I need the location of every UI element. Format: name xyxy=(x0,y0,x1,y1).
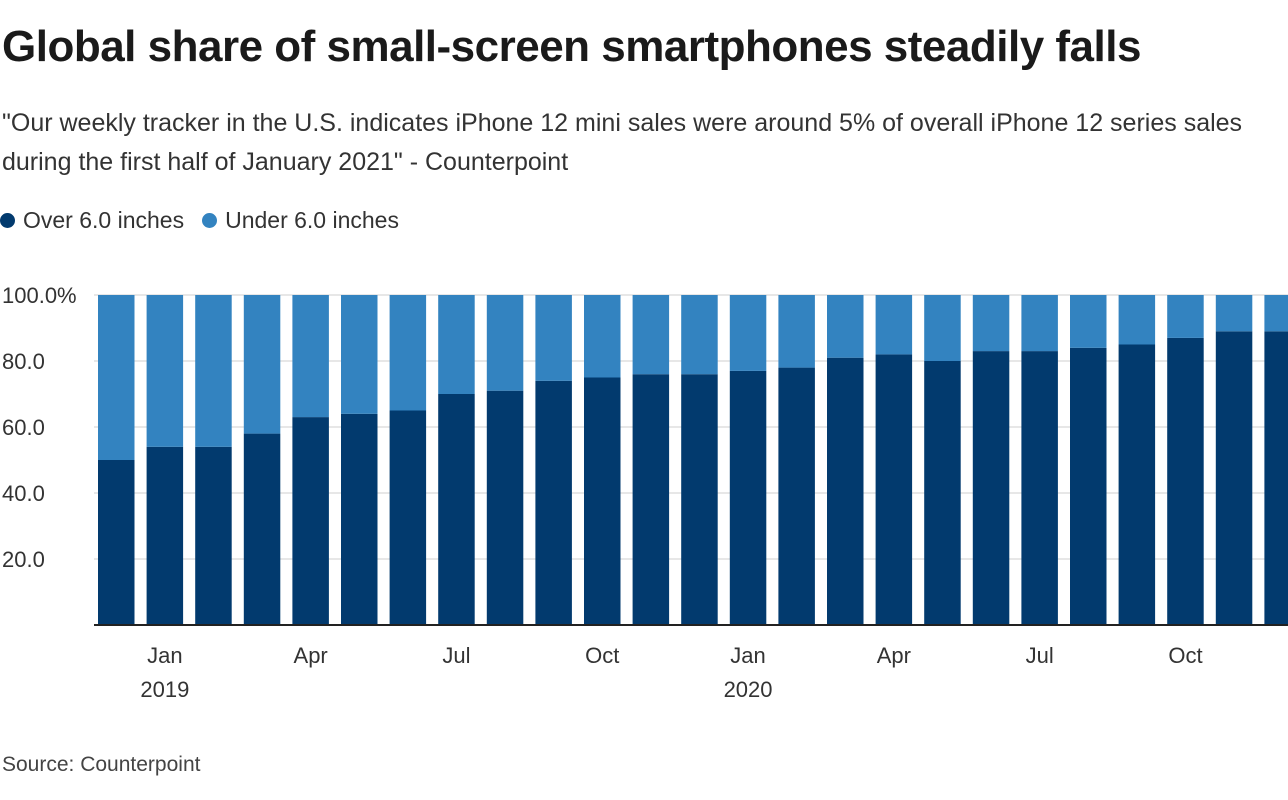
bar-over-6-14 xyxy=(778,367,815,625)
bar-under-6-23 xyxy=(1215,295,1253,332)
bar-under-6-3 xyxy=(243,295,281,434)
bar-over-6-4 xyxy=(292,417,329,625)
bar-over-6-12 xyxy=(681,374,718,625)
bar-over-6-6 xyxy=(389,410,427,625)
y-tick-label-0: 20.0 xyxy=(2,547,45,572)
bar-under-6-12 xyxy=(681,295,718,375)
x-tick-label-0: Jan xyxy=(147,643,182,668)
x-tick-label-2: Jul xyxy=(442,643,470,668)
bar-over-6-21 xyxy=(1118,344,1156,625)
y-tick-label-4: 100.0% xyxy=(2,283,77,308)
bar-over-6-10 xyxy=(584,377,621,625)
legend: Over 6.0 inches Under 6.0 inches xyxy=(0,207,417,234)
bar-over-6-15 xyxy=(827,357,864,625)
bar-under-6-5 xyxy=(341,295,378,414)
bar-under-6-20 xyxy=(1070,295,1107,348)
bar-under-6-19 xyxy=(1021,295,1058,352)
x-tick-year-0: 2019 xyxy=(140,677,189,702)
legend-label-under-6: Under 6.0 inches xyxy=(225,207,399,233)
bar-under-6-7 xyxy=(438,295,475,394)
bar-over-6-16 xyxy=(875,354,913,625)
bar-under-6-22 xyxy=(1167,295,1204,338)
legend-label-over-6: Over 6.0 inches xyxy=(23,207,185,233)
bar-under-6-6 xyxy=(389,295,427,411)
bar-over-6-11 xyxy=(632,374,670,625)
bar-under-6-14 xyxy=(778,295,815,368)
x-tick-label-4: Jan xyxy=(730,643,765,668)
bar-over-6-18 xyxy=(972,351,1010,625)
bar-over-6-22 xyxy=(1167,337,1204,625)
bar-under-6-2 xyxy=(195,295,232,447)
y-tick-label-1: 40.0 xyxy=(2,481,45,506)
y-tick-label-3: 80.0 xyxy=(2,349,45,374)
legend-swatch-under-6 xyxy=(202,213,218,228)
bar-under-6-18 xyxy=(972,295,1010,352)
bar-under-6-9 xyxy=(535,295,572,381)
bar-over-6-3 xyxy=(243,433,281,625)
bar-under-6-10 xyxy=(584,295,621,378)
bar-over-6-9 xyxy=(535,380,572,625)
x-tick-label-6: Jul xyxy=(1026,643,1054,668)
bar-under-6-8 xyxy=(486,295,524,391)
source-note: Source: Counterpoint xyxy=(2,753,201,776)
x-tick-label-3: Oct xyxy=(585,643,619,668)
legend-item-over-6: Over 6.0 inches xyxy=(0,207,184,234)
bar-over-6-8 xyxy=(486,390,524,625)
bar-under-6-17 xyxy=(924,295,961,361)
chart-title: Global share of small-screen smartphones… xyxy=(2,22,1141,71)
bar-over-6-5 xyxy=(341,413,378,625)
bar-under-6-16 xyxy=(875,295,913,355)
stacked-bar-chart: 20.0 40.0 60.0 80.0 100.0% Jan 2019 Apr Jul Oct Ja… xyxy=(2,283,1288,702)
bar-over-6-24 xyxy=(1264,331,1288,625)
x-tick-label-7: Oct xyxy=(1168,643,1202,668)
bar-over-6-7 xyxy=(438,394,475,625)
bar-over-6-13 xyxy=(729,370,767,625)
bar-over-6-19 xyxy=(1021,351,1058,625)
x-tick-year-4: 2020 xyxy=(724,677,773,702)
y-tick-label-2: 60.0 xyxy=(2,415,45,440)
bar-under-6-1 xyxy=(146,295,184,447)
bar-over-6-23 xyxy=(1215,331,1253,625)
chart-subtitle: "Our weekly tracker in the U.S. indicate… xyxy=(2,109,1243,176)
bar-under-6-15 xyxy=(827,295,864,358)
bar-under-6-11 xyxy=(632,295,670,375)
bar-over-6-20 xyxy=(1070,347,1107,625)
bar-under-6-4 xyxy=(292,295,329,418)
legend-item-under-6: Under 6.0 inches xyxy=(202,207,399,234)
x-tick-label-1: Apr xyxy=(294,643,328,668)
bar-over-6-2 xyxy=(195,446,232,625)
bar-under-6-21 xyxy=(1118,295,1156,345)
bar-under-6-0 xyxy=(98,295,135,460)
bar-under-6-13 xyxy=(729,295,767,371)
legend-swatch-over-6 xyxy=(0,213,15,228)
bar-over-6-1 xyxy=(146,446,184,625)
bar-over-6-17 xyxy=(924,361,961,625)
bar-over-6-0 xyxy=(98,460,135,625)
bar-under-6-24 xyxy=(1264,295,1288,332)
x-tick-label-5: Apr xyxy=(877,643,911,668)
